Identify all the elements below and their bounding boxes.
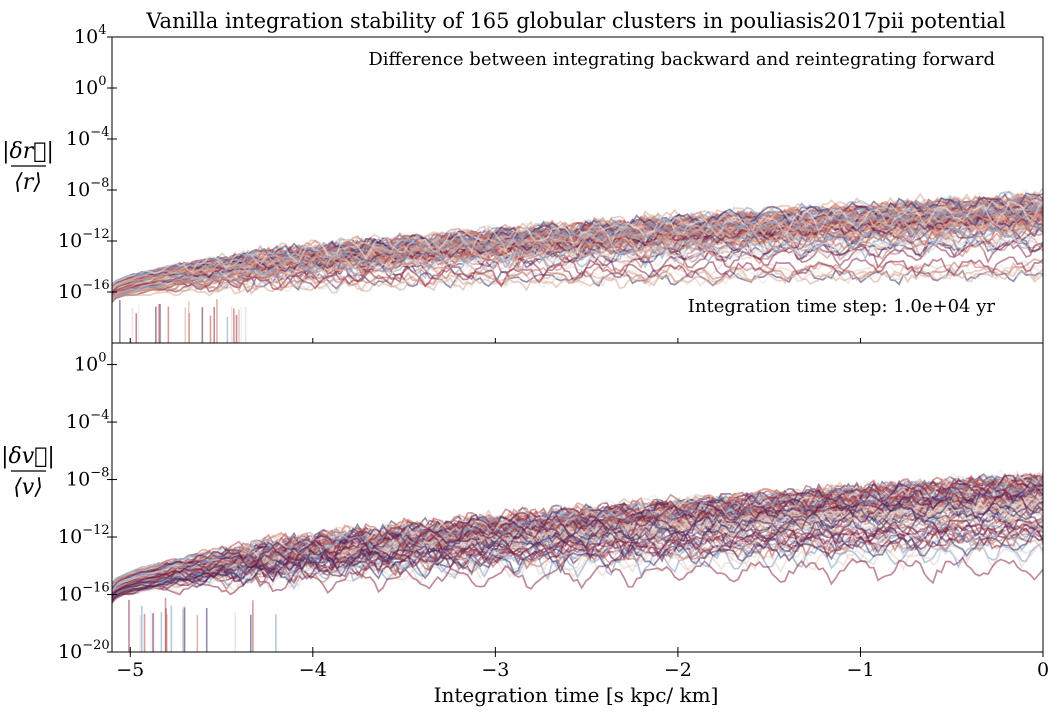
y-tick-exponent: −4 bbox=[90, 408, 109, 423]
y-tick-exponent: −8 bbox=[90, 176, 109, 191]
top-ylabel-numerator: |δr⃗| bbox=[2, 139, 54, 164]
y-tick-exponent: 0 bbox=[98, 74, 106, 89]
series-line bbox=[112, 481, 1043, 592]
x-tick-label: −3 bbox=[481, 659, 509, 681]
top-annotation-method: Difference between integrating backward … bbox=[368, 49, 995, 70]
x-tick-label: 0 bbox=[1037, 659, 1049, 681]
y-tick-label: 10−4 bbox=[66, 125, 109, 150]
y-tick-label: 10−20 bbox=[58, 638, 110, 663]
series-line bbox=[112, 267, 1043, 300]
x-tick-label: −1 bbox=[846, 659, 874, 681]
series-line bbox=[112, 474, 1043, 588]
y-tick-exponent: 4 bbox=[98, 23, 106, 38]
y-tick-exponent: −8 bbox=[90, 466, 109, 481]
series-line bbox=[112, 224, 1043, 299]
series-line bbox=[112, 491, 1043, 598]
top-panel: 104 100 10−4 10−8 10−12 10−16 Difference betw… bbox=[2, 23, 1044, 344]
x-ticks: −5 −4 −3 −2 −1 0 bbox=[116, 652, 1049, 681]
y-tick-label: 10−16 bbox=[58, 581, 110, 606]
series-line bbox=[112, 510, 1043, 603]
y-tick-exponent: −12 bbox=[82, 227, 109, 242]
y-tick-label: 10−12 bbox=[58, 523, 110, 548]
chart-title: Vanilla integration stability of 165 glo… bbox=[145, 9, 1006, 33]
top-ylabel-denominator: ⟨r⟩ bbox=[14, 170, 42, 195]
series-line bbox=[112, 523, 1043, 600]
series-line bbox=[112, 501, 1043, 602]
y-tick-exponent: −20 bbox=[82, 638, 109, 653]
series-line bbox=[112, 204, 1043, 303]
bottom-ylabel-numerator: |δv⃗| bbox=[1, 444, 55, 469]
y-tick-label: 10−12 bbox=[58, 227, 110, 252]
y-tick-label: 10−8 bbox=[66, 466, 109, 491]
bottom-series-group bbox=[112, 466, 1043, 652]
y-tick-exponent: −4 bbox=[90, 125, 109, 140]
series-line bbox=[112, 480, 1043, 598]
bottom-y-label: |δv⃗| ⟨v⟩ bbox=[1, 444, 55, 500]
series-line bbox=[112, 556, 1043, 598]
top-y-ticks: 104 100 10−4 10−8 10−12 10−16 bbox=[58, 23, 117, 303]
series-line bbox=[112, 261, 1043, 296]
top-annotation-timestep: Integration time step: 1.0e+04 yr bbox=[688, 296, 996, 317]
x-tick-label: −5 bbox=[116, 659, 144, 681]
top-series-group bbox=[112, 187, 1043, 343]
series-line bbox=[112, 543, 1043, 592]
bottom-y-ticks: 100 10−4 10−8 10−12 10−16 10−20 bbox=[58, 351, 117, 663]
y-tick-label: 100 bbox=[74, 351, 106, 376]
x-tick-label: −2 bbox=[664, 659, 692, 681]
y-tick-exponent: −12 bbox=[82, 523, 109, 538]
x-tick-label: −4 bbox=[299, 659, 327, 681]
x-axis-label: Integration time [s kpc/ km] bbox=[434, 683, 719, 707]
y-tick-exponent: 0 bbox=[98, 351, 106, 366]
y-tick-label: 10−16 bbox=[58, 278, 110, 303]
y-tick-exponent: −16 bbox=[82, 581, 109, 596]
series-line bbox=[112, 216, 1043, 297]
series-line bbox=[112, 215, 1043, 289]
top-y-label: |δr⃗| ⟨r⟩ bbox=[2, 139, 54, 195]
y-tick-label: 10−4 bbox=[66, 408, 109, 433]
y-tick-exponent: −16 bbox=[82, 278, 109, 293]
bottom-ylabel-denominator: ⟨v⟩ bbox=[13, 475, 43, 500]
y-tick-label: 10−8 bbox=[66, 176, 109, 201]
series-line bbox=[112, 256, 1043, 294]
y-tick-label: 100 bbox=[74, 74, 106, 99]
y-tick-label: 104 bbox=[74, 23, 106, 48]
series-line bbox=[112, 535, 1043, 595]
bottom-axes-frame bbox=[111, 342, 1044, 653]
series-line bbox=[112, 474, 1043, 590]
series-line bbox=[112, 499, 1043, 591]
